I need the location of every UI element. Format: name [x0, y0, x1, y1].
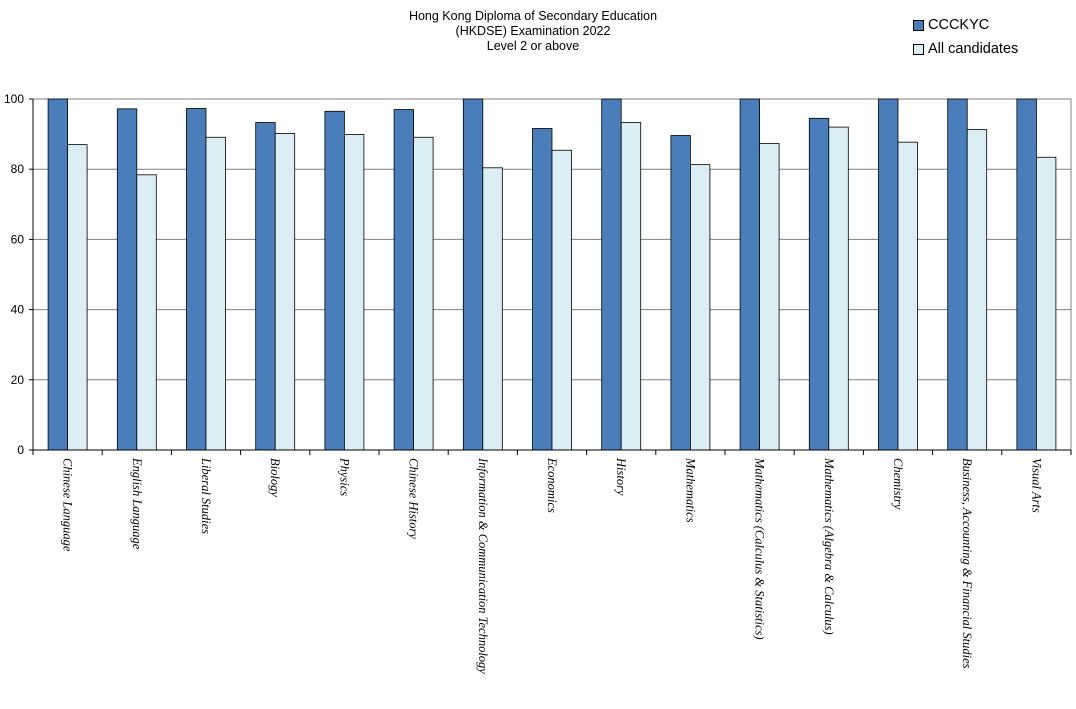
legend-label-all-candidates: All candidates [928, 41, 1019, 57]
y-tick-label: 40 [11, 303, 25, 317]
bar-all-candidates [1036, 156, 1057, 451]
bar-all-candidates [274, 132, 296, 451]
bar-all-candidates [828, 126, 849, 451]
x-category-label: Chemistry [891, 458, 905, 510]
bar-all-candidates [897, 141, 918, 451]
x-category-label: Biology [268, 458, 282, 497]
bar-ccckyc [1016, 98, 1037, 451]
bar-all-candidates [343, 134, 365, 451]
y-tick-label: 20 [11, 373, 25, 387]
bar-ccckyc [601, 98, 622, 451]
chart-title-line-2: (HKDSE) Examination 2022 [455, 24, 611, 38]
x-category-label: Mathematics (Algebra & Calculus) [822, 457, 836, 635]
bar-ccckyc [324, 110, 345, 451]
bar-ccckyc [47, 98, 68, 451]
x-category-label: Mathematics (Calculus & Statistics) [753, 457, 767, 640]
bar-ccckyc [947, 98, 968, 451]
bar-all-candidates [136, 174, 157, 451]
bar-all-candidates [551, 149, 572, 451]
bar-ccckyc [739, 98, 760, 451]
legend-item-ccckyc: CCCKYC [913, 17, 989, 33]
x-category-label: Economics [545, 457, 559, 513]
bar-all-candidates [413, 136, 434, 451]
x-category-label: Information & Communication Technology [476, 457, 490, 674]
bar-ccckyc [670, 135, 691, 451]
bar-ccckyc [255, 122, 276, 451]
y-tick-label: 80 [11, 162, 25, 176]
legend-swatch-all-candidates [913, 43, 924, 55]
bar-ccckyc [532, 128, 553, 451]
x-category-label: Liberal Studies [199, 457, 213, 534]
x-category-label: English Language [130, 457, 144, 550]
x-category-label: Chinese History [407, 458, 421, 539]
bar-ccckyc [878, 98, 899, 451]
y-tick-label: 100 [4, 92, 24, 106]
chart-title-line-1: Hong Kong Diploma of Secondary Education [408, 9, 658, 23]
bar-all-candidates [482, 167, 503, 451]
bar-all-candidates [690, 164, 711, 451]
legend-item-all-candidates: All candidates [913, 41, 1018, 57]
bar-all-candidates [620, 122, 642, 451]
bar-all-candidates [67, 144, 88, 451]
x-category-label: Business, Accounting & Financial Studies [960, 458, 974, 669]
bar-ccckyc [808, 117, 830, 451]
x-category-label: Visual Arts [1029, 458, 1043, 513]
bar-all-candidates [205, 136, 226, 451]
chart-title-line-3: Level 2 or above [486, 39, 580, 53]
x-category-label: Chinese Language [61, 458, 75, 552]
x-category-label: Mathematics [683, 457, 697, 523]
bar-ccckyc [393, 109, 415, 451]
y-tick-label: 60 [11, 232, 25, 246]
y-tick-label: 0 [17, 443, 24, 457]
bar-ccckyc [186, 108, 207, 451]
x-category-label: Physics [337, 457, 351, 496]
legend-swatch-ccckyc [913, 19, 924, 31]
bar-all-candidates [759, 143, 780, 451]
x-category-label: History [614, 457, 628, 496]
bar-ccckyc [462, 98, 484, 451]
bar-all-candidates [966, 129, 988, 451]
legend-label-ccckyc: CCCKYC [928, 17, 990, 33]
bar-ccckyc [116, 108, 138, 451]
